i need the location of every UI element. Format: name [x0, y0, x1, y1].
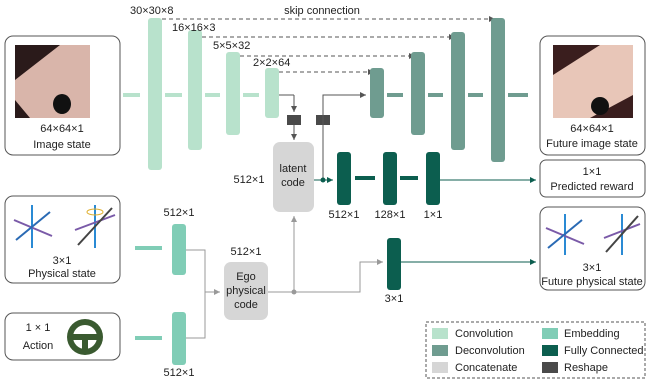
ego-line: code — [234, 299, 258, 311]
connector — [186, 250, 220, 292]
dim: 3×1 — [385, 293, 404, 305]
dim: 2×2×64 — [253, 57, 290, 69]
deconv-layer — [451, 32, 465, 150]
ego-line: physical — [226, 285, 266, 297]
deconv-layer — [411, 52, 425, 135]
dim: 64×64×1 — [570, 123, 613, 135]
legend-swatch — [432, 345, 448, 356]
dim: 1 × 1 — [26, 322, 51, 334]
deconv-layer — [491, 18, 505, 162]
embedding — [172, 312, 186, 365]
conv-layer — [226, 52, 240, 135]
legend-label: Concatenate — [455, 362, 517, 374]
legend-label: Reshape — [564, 362, 608, 374]
ego-line: Ego — [236, 271, 256, 283]
legend-label: Embedding — [564, 328, 620, 340]
conv-layer — [188, 30, 202, 150]
reshape — [287, 115, 301, 125]
dim: 30×30×8 — [130, 5, 173, 17]
dim: 16×16×3 — [172, 22, 215, 34]
label: Future image state — [546, 138, 638, 150]
label: Physical state — [28, 268, 96, 280]
legend-label: Convolution — [455, 328, 513, 340]
label: Predicted reward — [550, 181, 633, 193]
label: Future physical state — [541, 276, 643, 288]
junction — [292, 290, 297, 295]
dim: 512×1 — [164, 207, 195, 219]
conv-layer — [148, 18, 162, 170]
skip-label: skip connection — [284, 5, 360, 17]
deconv-layer — [370, 68, 384, 118]
legend-label: Deconvolution — [455, 345, 525, 357]
latent-line: latent — [280, 163, 307, 175]
label: Image state — [33, 139, 90, 151]
label: Action — [23, 340, 54, 352]
fc-layer — [426, 152, 440, 205]
road-image — [15, 45, 90, 118]
dim: 1×1 — [424, 209, 443, 221]
dim: 3×1 — [583, 262, 602, 274]
dim: 64×64×1 — [40, 123, 83, 135]
dim: 128×1 — [375, 209, 406, 221]
connector — [186, 292, 205, 338]
fc-layer — [383, 152, 397, 205]
fc-layer — [387, 238, 401, 290]
connector — [268, 262, 383, 292]
fc-layer — [337, 152, 351, 205]
wheel-icon — [67, 319, 103, 355]
latent-line: code — [281, 177, 305, 189]
dim: 512×1 — [329, 209, 360, 221]
legend-swatch — [542, 362, 558, 373]
legend-swatch — [432, 362, 448, 373]
junction — [321, 178, 326, 183]
dim: 512×1 — [231, 246, 262, 258]
legend-swatch — [432, 328, 448, 339]
dim: 1×1 — [583, 166, 602, 178]
legend-swatch — [542, 345, 558, 356]
future-road-image — [553, 45, 633, 118]
legend-label: Fully Connected — [564, 345, 644, 357]
embedding — [172, 224, 186, 275]
diagram: 64×64×1 Image state 3×1 Physical state 1… — [0, 0, 649, 382]
dim: 512×1 — [164, 367, 195, 379]
dim: 5×5×32 — [213, 40, 250, 52]
dim: 512×1 — [234, 174, 265, 186]
conv-layer — [265, 68, 279, 118]
legend-swatch — [542, 328, 558, 339]
dim: 3×1 — [53, 255, 72, 267]
